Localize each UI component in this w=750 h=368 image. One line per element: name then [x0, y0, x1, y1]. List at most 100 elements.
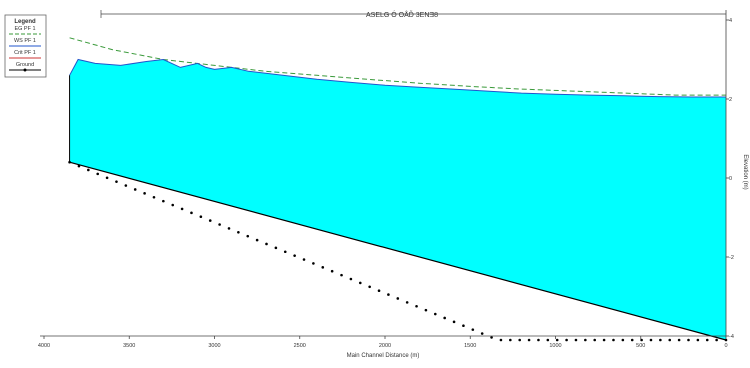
- ground-point: [433, 312, 437, 316]
- ground-point: [274, 246, 278, 250]
- ground-point: [612, 338, 615, 342]
- ground-point: [405, 301, 409, 304]
- x-tick-label: 1500: [464, 343, 476, 349]
- water-fill-layer: [69, 59, 727, 340]
- ground-point: [584, 338, 587, 342]
- ground-point: [246, 234, 250, 238]
- water-surface-area: [69, 59, 727, 340]
- ground-point: [415, 304, 418, 308]
- y-tick-label: 2: [729, 97, 732, 103]
- x-tick-label: 2500: [294, 343, 306, 349]
- ground-point: [143, 192, 146, 195]
- ground-point: [302, 258, 306, 261]
- ground-point: [509, 338, 512, 342]
- ground-point: [87, 168, 90, 172]
- ground-point: [321, 266, 325, 269]
- ground-point: [368, 285, 371, 289]
- series-line-eg-pf-1: [69, 37, 726, 96]
- ground-point: [255, 238, 259, 242]
- series-lines-layer: [68, 37, 728, 342]
- ground-point: [115, 180, 118, 183]
- x-tick-label: 3000: [208, 343, 220, 349]
- ground-point: [283, 250, 287, 254]
- ground-point: [340, 273, 343, 277]
- ground-point: [312, 262, 315, 265]
- legend-item-label: WS PF 1: [14, 38, 36, 44]
- x-tick-label: 4000: [38, 343, 50, 349]
- x-tick-label: 500: [636, 343, 645, 349]
- ground-point: [574, 338, 578, 342]
- top-label: ASELG Ó OÅĎ 3ENƎ8: [366, 10, 438, 19]
- ground-point: [724, 338, 728, 342]
- ground-point: [480, 332, 484, 335]
- ground-point: [218, 223, 221, 226]
- ground-point: [677, 338, 681, 342]
- ground-point: [705, 338, 709, 342]
- ground-point: [490, 336, 493, 339]
- y-tick-label: -4: [729, 334, 734, 340]
- ground-point: [424, 308, 428, 312]
- legend-item-label: Crit PF 1: [14, 50, 36, 56]
- legend-title: Legend: [14, 19, 36, 25]
- ground-point: [518, 338, 521, 342]
- ground-point: [565, 338, 568, 342]
- ground-point: [199, 215, 203, 219]
- y-tick-label: -2: [729, 255, 734, 261]
- ground-point: [77, 164, 81, 168]
- ground-point: [452, 320, 456, 324]
- ground-point: [668, 338, 672, 342]
- legend-item-label: EG PF 1: [14, 26, 35, 32]
- y-tick-label: 0: [729, 176, 732, 182]
- ground-point: [208, 219, 212, 222]
- ground-point: [358, 281, 362, 285]
- ground-point: [555, 338, 559, 342]
- ground-point: [621, 338, 625, 342]
- ground-point: [171, 203, 175, 207]
- x-axis-label: Main Channel Distance (m): [347, 353, 420, 359]
- ground-point: [471, 328, 475, 331]
- axes-layer: [40, 10, 727, 337]
- series-line-ws-pf-1: [69, 58, 726, 98]
- ground-point: [462, 324, 465, 328]
- x-tick-label: 3500: [123, 343, 135, 349]
- ground-point: [237, 230, 240, 234]
- ground-point: [162, 199, 165, 203]
- y-axis-label: Elevation (m): [742, 154, 748, 189]
- ground-point: [133, 188, 137, 191]
- ground-point: [659, 338, 662, 342]
- ground-point: [330, 269, 334, 273]
- ground-point: [96, 172, 100, 176]
- ground-point: [265, 242, 268, 246]
- ground-point: [593, 338, 597, 342]
- ground-point: [499, 338, 503, 342]
- ground-point: [377, 289, 381, 292]
- legend: Legend EG PF 1 WS PF 1 Crit PF 1 Ground: [4, 14, 47, 78]
- ground-point: [443, 316, 446, 320]
- ground-point: [630, 338, 634, 342]
- legend-swatch-marker: [23, 68, 27, 72]
- ground-point: [527, 338, 531, 342]
- ground-point: [696, 338, 700, 342]
- ground-point: [152, 195, 156, 199]
- legend-item-label: Ground: [16, 62, 34, 68]
- ground-point: [537, 338, 540, 342]
- legend-items: EG PF 1 WS PF 1 Crit PF 1 Ground: [9, 26, 41, 72]
- y-tick-label: 4: [729, 18, 732, 24]
- ground-point: [227, 227, 231, 230]
- ground-point: [349, 277, 353, 281]
- ground-point: [602, 338, 606, 342]
- ground-point: [715, 338, 718, 342]
- ground-point: [387, 293, 390, 296]
- series-line-ground: [69, 161, 727, 341]
- ground-point: [546, 338, 550, 342]
- ground-point: [105, 176, 109, 180]
- ground-point: [180, 207, 184, 211]
- x-tick-label: 0: [724, 343, 727, 349]
- ground-point: [640, 338, 643, 342]
- ground-point: [190, 211, 193, 215]
- ground-point: [687, 338, 690, 342]
- ground-point: [124, 184, 128, 187]
